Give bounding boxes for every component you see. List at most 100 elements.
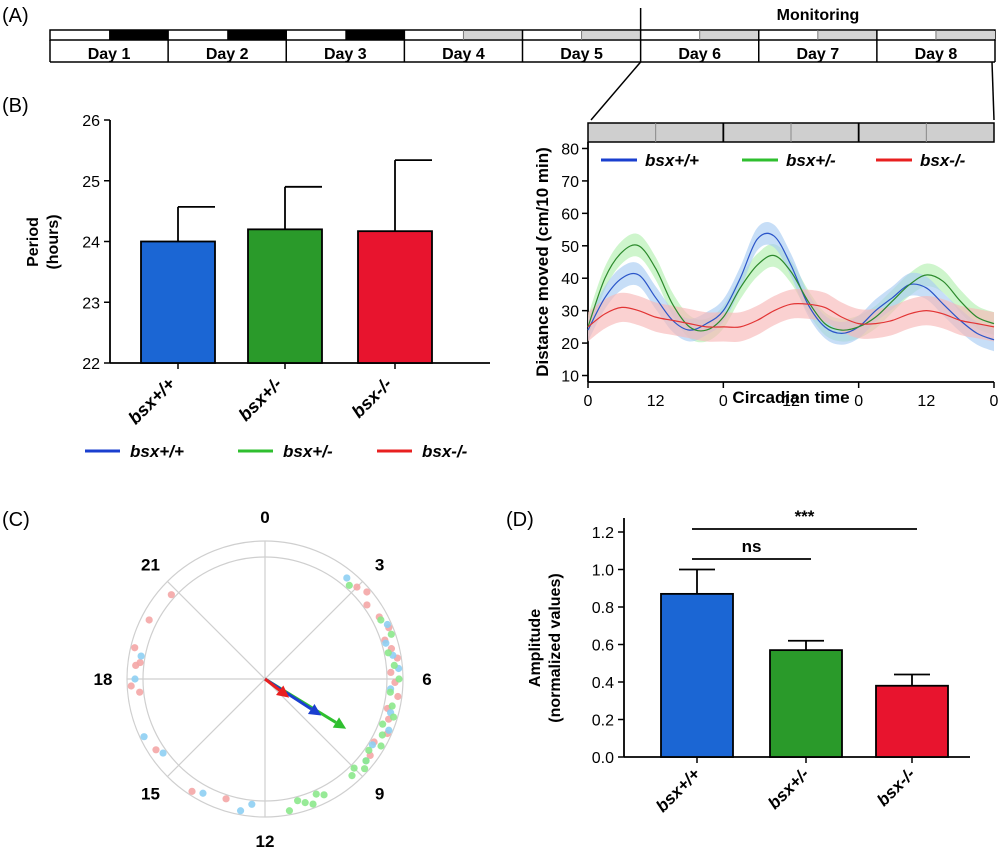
y-axis-label-line: Period xyxy=(25,217,42,267)
bar xyxy=(660,592,734,758)
hour-label: 9 xyxy=(375,785,384,804)
bar xyxy=(247,228,323,364)
series-line xyxy=(587,232,995,341)
phase-point xyxy=(353,583,361,591)
phase-point xyxy=(136,688,144,696)
phase-point xyxy=(345,581,353,589)
y-tick-label: 0.2 xyxy=(592,713,614,730)
x-tick-label: 12 xyxy=(647,393,665,410)
grey-phase-block xyxy=(699,31,759,39)
phase-point xyxy=(389,713,398,721)
day-label: Day 8 xyxy=(915,46,958,63)
phase-point xyxy=(385,726,393,734)
phase-point xyxy=(383,620,392,629)
y-axis-label-line: (normalized values) xyxy=(547,573,564,722)
phase-point xyxy=(294,797,302,805)
day-label: Day 2 xyxy=(206,46,249,63)
phase-point xyxy=(248,800,256,808)
x-tick-label: bsx+/- xyxy=(764,764,813,813)
panel-label-c: (C) xyxy=(2,509,30,531)
hour-label: 15 xyxy=(141,785,160,804)
zoom-line-right xyxy=(991,61,995,121)
x-tick-label: 0 xyxy=(584,393,593,410)
significance-label: ns xyxy=(742,537,762,556)
bar xyxy=(140,240,216,364)
legend-label: bsx+/- xyxy=(283,442,333,461)
phase-point xyxy=(132,661,140,670)
x-tick-label: bsx+/- xyxy=(235,374,286,425)
period-chart: 22 23 24 25 26 bsx+/+ bsx+/- bsx-/- Period (hours… xyxy=(25,113,490,428)
phase-point xyxy=(127,682,135,690)
phase-point xyxy=(343,574,351,582)
y-tick-label: 60 xyxy=(561,206,579,223)
monitoring-label: Monitoring xyxy=(777,7,860,24)
phase-polar-chart: 0 3 6 9 12 15 18 21 xyxy=(94,508,432,851)
series-line xyxy=(587,244,995,332)
phase-point xyxy=(131,675,139,683)
legend-label: bsx+/- xyxy=(786,151,836,170)
vector-arrowhead xyxy=(307,703,322,716)
hour-label: 0 xyxy=(260,508,269,527)
x-tick-label: 0 xyxy=(719,393,728,410)
panel-label-a: (A) xyxy=(2,5,29,27)
series-band xyxy=(588,288,994,342)
hour-label: 18 xyxy=(94,670,113,689)
phase-point xyxy=(384,649,392,657)
phase-point xyxy=(199,789,207,797)
phase-point xyxy=(236,807,245,815)
phase-point xyxy=(131,644,139,652)
period-legend: bsx+/+ bsx+/- bsx-/- xyxy=(85,442,468,461)
dark-phase-block xyxy=(227,30,287,40)
day-label: Day 7 xyxy=(796,46,839,63)
phase-point xyxy=(394,692,402,701)
hour-label: 12 xyxy=(256,832,275,851)
phase-point xyxy=(362,757,370,765)
x-tick-label: bsx-/- xyxy=(873,764,919,810)
y-tick-label: 1.2 xyxy=(592,525,614,542)
day-label: Day 4 xyxy=(442,46,485,63)
mean-vector xyxy=(264,677,281,692)
phase-point xyxy=(145,616,153,624)
hour-label: 3 xyxy=(375,555,384,574)
phase-point xyxy=(368,741,377,749)
phase-point xyxy=(188,787,196,795)
phase-point xyxy=(137,652,145,660)
y-tick-label: 0.8 xyxy=(592,600,614,617)
y-tick-label: 23 xyxy=(82,295,100,312)
phase-point xyxy=(350,764,358,772)
legend-label: bsx+/+ xyxy=(130,442,184,461)
day-label: Day 1 xyxy=(88,46,131,63)
y-tick-label: 50 xyxy=(561,239,579,256)
x-axis-label: Circadian time xyxy=(732,388,849,407)
phase-point xyxy=(386,688,394,696)
panel-label-b: (B) xyxy=(2,95,29,117)
phase-point xyxy=(285,807,294,815)
y-axis-label: Period (hours) xyxy=(25,214,62,269)
phase-point xyxy=(309,800,317,808)
y-tick-label: 70 xyxy=(561,174,579,191)
phase-point xyxy=(388,702,396,710)
phase-point xyxy=(377,616,385,624)
phase-point xyxy=(387,630,395,638)
phase-point xyxy=(382,639,390,647)
panel-label-d: (D) xyxy=(506,509,534,531)
y-tick-label: 26 xyxy=(82,113,100,130)
bar xyxy=(769,649,843,758)
vector-arrowhead xyxy=(332,717,347,729)
vector-arrowhead xyxy=(276,685,290,698)
y-tick-label: 0.4 xyxy=(592,675,614,692)
y-tick-label: 80 xyxy=(561,141,579,158)
dark-phase-block xyxy=(345,30,405,40)
phase-point xyxy=(301,799,309,807)
y-axis-label-line: Amplitude xyxy=(527,609,544,687)
phase-point xyxy=(159,749,167,757)
y-tick-label: 30 xyxy=(561,304,579,321)
hour-label: 21 xyxy=(141,555,160,574)
legend-label: bsx-/- xyxy=(920,151,966,170)
x-tick-label: bsx+/+ xyxy=(652,764,704,816)
y-tick-label: 22 xyxy=(82,356,100,373)
phase-point xyxy=(167,591,175,599)
phase-point xyxy=(379,720,387,728)
